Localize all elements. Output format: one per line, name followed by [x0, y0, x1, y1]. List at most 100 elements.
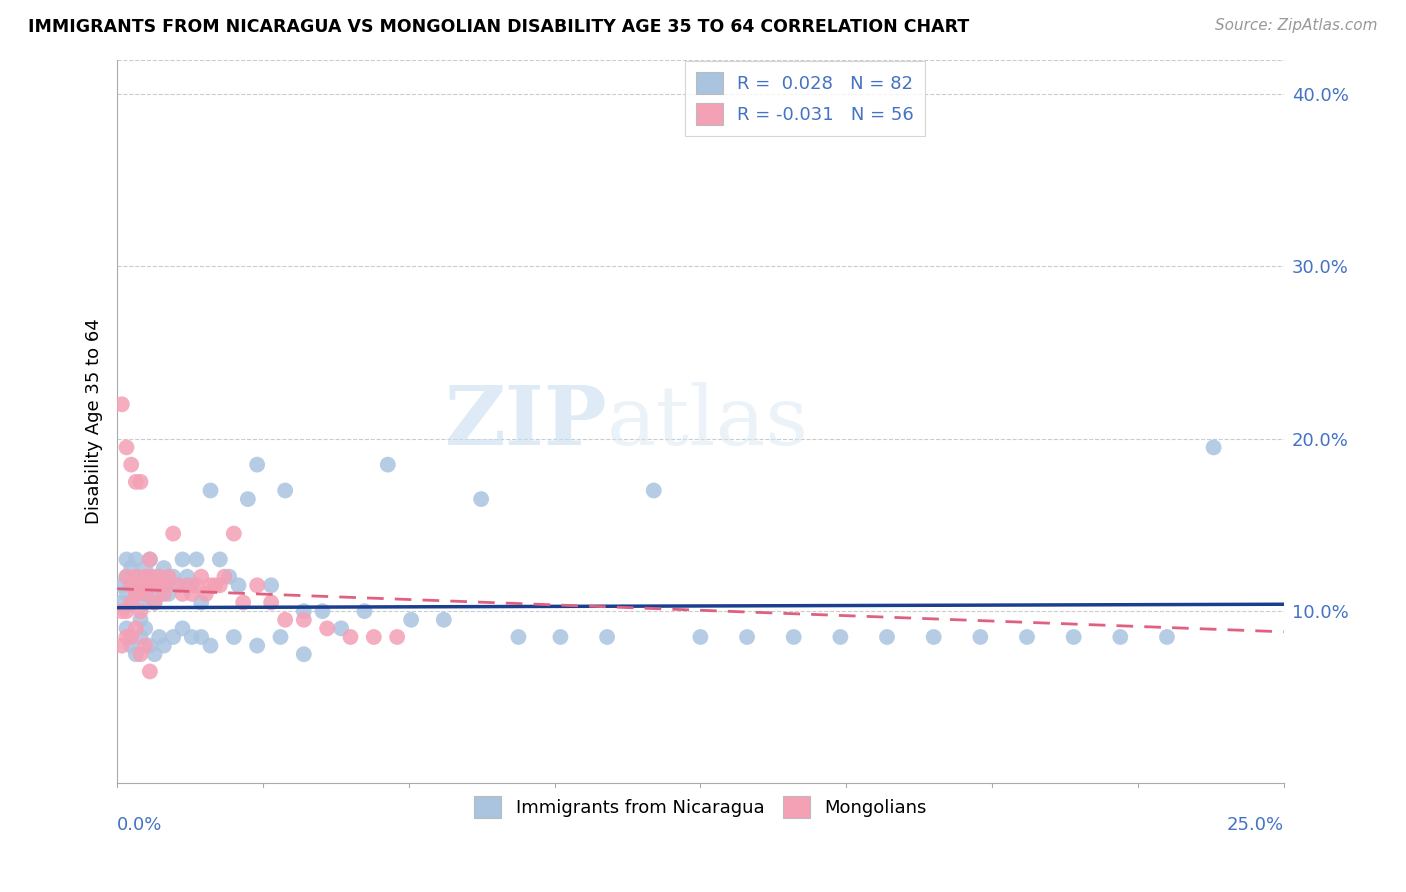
- Point: [157, 587, 180, 601]
- Point: [222, 526, 245, 541]
- Point: [470, 492, 492, 507]
- Point: [134, 595, 156, 609]
- Point: [363, 630, 385, 644]
- Point: [111, 604, 134, 618]
- Point: [139, 552, 162, 566]
- Point: [125, 647, 148, 661]
- Point: [1156, 630, 1178, 644]
- Point: [186, 578, 208, 592]
- Point: [246, 639, 269, 653]
- Point: [246, 458, 269, 472]
- Text: IMMIGRANTS FROM NICARAGUA VS MONGOLIAN DISABILITY AGE 35 TO 64 CORRELATION CHART: IMMIGRANTS FROM NICARAGUA VS MONGOLIAN D…: [28, 18, 969, 36]
- Y-axis label: Disability Age 35 to 64: Disability Age 35 to 64: [86, 318, 103, 524]
- Point: [274, 613, 297, 627]
- Point: [129, 604, 152, 618]
- Point: [125, 475, 148, 489]
- Point: [269, 630, 291, 644]
- Point: [876, 630, 898, 644]
- Point: [134, 561, 156, 575]
- Point: [139, 569, 162, 583]
- Point: [129, 647, 152, 661]
- Point: [783, 630, 806, 644]
- Text: atlas: atlas: [607, 382, 810, 461]
- Point: [316, 621, 339, 635]
- Point: [433, 613, 456, 627]
- Point: [120, 458, 142, 472]
- Point: [190, 630, 212, 644]
- Point: [143, 569, 166, 583]
- Point: [134, 621, 156, 635]
- Point: [120, 595, 142, 609]
- Point: [166, 578, 188, 592]
- Point: [120, 630, 142, 644]
- Point: [139, 578, 162, 592]
- Point: [208, 578, 231, 592]
- Point: [120, 578, 142, 592]
- Point: [186, 552, 208, 566]
- Point: [143, 578, 166, 592]
- Text: Source: ZipAtlas.com: Source: ZipAtlas.com: [1215, 18, 1378, 33]
- Point: [153, 578, 176, 592]
- Point: [214, 569, 236, 583]
- Point: [120, 595, 142, 609]
- Point: [172, 621, 194, 635]
- Point: [111, 397, 134, 411]
- Point: [222, 630, 245, 644]
- Point: [190, 569, 212, 583]
- Point: [148, 587, 170, 601]
- Point: [508, 630, 530, 644]
- Point: [139, 665, 162, 679]
- Point: [162, 526, 184, 541]
- Point: [339, 630, 361, 644]
- Point: [399, 613, 422, 627]
- Point: [204, 578, 226, 592]
- Point: [292, 647, 315, 661]
- Point: [208, 552, 231, 566]
- Point: [111, 595, 134, 609]
- Point: [143, 647, 166, 661]
- Point: [153, 578, 176, 592]
- Point: [176, 578, 198, 592]
- Point: [115, 621, 138, 635]
- Point: [125, 587, 148, 601]
- Text: ZIP: ZIP: [444, 382, 607, 461]
- Point: [1202, 441, 1225, 455]
- Point: [228, 578, 250, 592]
- Point: [143, 595, 166, 609]
- Point: [153, 561, 176, 575]
- Point: [134, 587, 156, 601]
- Point: [115, 630, 138, 644]
- Point: [134, 587, 156, 601]
- Point: [180, 578, 202, 592]
- Point: [236, 492, 259, 507]
- Point: [176, 569, 198, 583]
- Point: [1015, 630, 1038, 644]
- Point: [125, 621, 148, 635]
- Point: [111, 639, 134, 653]
- Point: [143, 595, 166, 609]
- Point: [969, 630, 991, 644]
- Point: [115, 604, 138, 618]
- Point: [125, 569, 148, 583]
- Point: [139, 639, 162, 653]
- Point: [129, 578, 152, 592]
- Point: [115, 569, 138, 583]
- Point: [162, 630, 184, 644]
- Point: [153, 587, 176, 601]
- Point: [115, 552, 138, 566]
- Point: [115, 441, 138, 455]
- Text: 25.0%: 25.0%: [1226, 816, 1284, 834]
- Point: [129, 613, 152, 627]
- Point: [830, 630, 852, 644]
- Point: [180, 630, 202, 644]
- Point: [172, 587, 194, 601]
- Point: [232, 595, 254, 609]
- Point: [200, 483, 222, 498]
- Point: [129, 475, 152, 489]
- Point: [200, 639, 222, 653]
- Point: [125, 569, 148, 583]
- Point: [134, 578, 156, 592]
- Point: [200, 578, 222, 592]
- Point: [139, 552, 162, 566]
- Point: [120, 639, 142, 653]
